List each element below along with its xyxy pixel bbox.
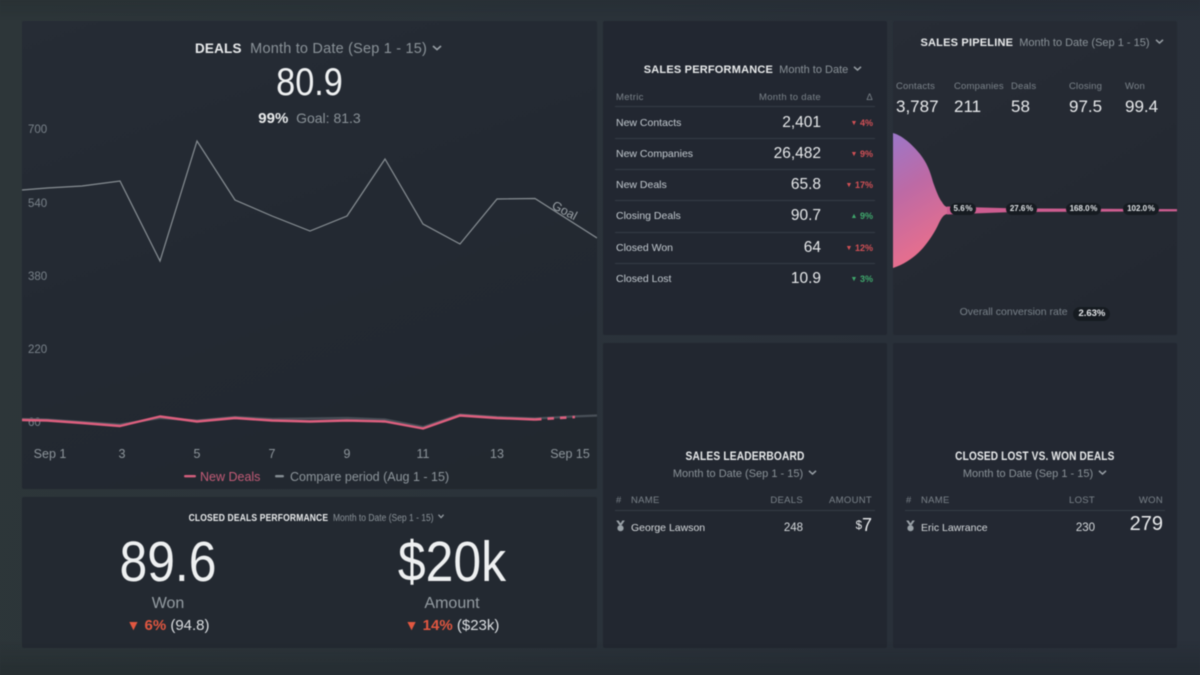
svg-text:Sep 15: Sep 15 — [550, 447, 590, 461]
svg-text:Compare period (Aug 1 - 15): Compare period (Aug 1 - 15) — [290, 470, 449, 484]
svg-text:3: 3 — [119, 447, 126, 461]
svg-text:9: 9 — [344, 447, 351, 461]
svg-text:5: 5 — [194, 447, 201, 461]
svg-text:700: 700 — [28, 124, 47, 136]
svg-text:380: 380 — [28, 271, 47, 283]
svg-text:11: 11 — [417, 447, 430, 461]
svg-text:New Deals: New Deals — [200, 470, 260, 484]
svg-text:Sep 1: Sep 1 — [34, 447, 67, 461]
svg-text:13: 13 — [490, 447, 504, 461]
svg-text:7: 7 — [269, 447, 276, 461]
svg-text:540: 540 — [28, 198, 47, 210]
svg-text:220: 220 — [28, 344, 47, 356]
svg-text:Goal: Goal — [550, 198, 580, 223]
